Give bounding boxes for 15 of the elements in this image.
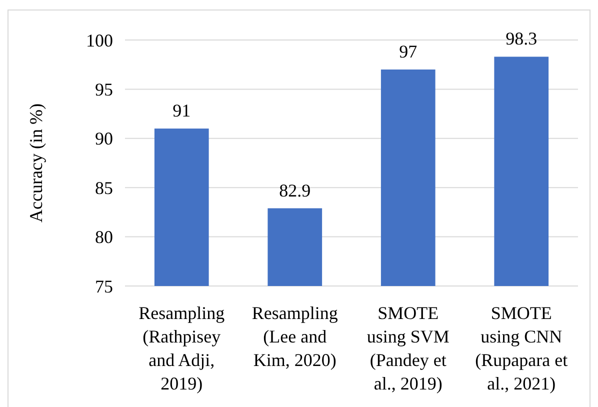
y-tick-label: 95 — [95, 80, 113, 100]
y-tick-label: 75 — [95, 276, 113, 296]
data-label: 97 — [399, 42, 418, 62]
x-tick-label: Resampling (Lee and Kim, 2020) — [252, 303, 338, 370]
y-tick-label: 80 — [95, 227, 113, 248]
x-tick-label: SMOTE using SVM (Pandey et al., 2019) — [366, 303, 450, 394]
y-axis-title: Accuracy (in %) — [26, 104, 46, 222]
data-label: 98.3 — [506, 28, 538, 49]
y-tick-label: 90 — [95, 128, 113, 149]
x-tick-label: Resampling (Rathpisey and Adji, 2019) — [138, 303, 225, 394]
data-label: 91 — [172, 100, 191, 121]
data-label: 82.9 — [279, 180, 311, 200]
y-tick-label: 85 — [95, 178, 113, 198]
x-tick-label: SMOTE using CNN (Rupapara et al., 2021) — [475, 303, 568, 394]
y-tick-label: 100 — [86, 30, 113, 50]
